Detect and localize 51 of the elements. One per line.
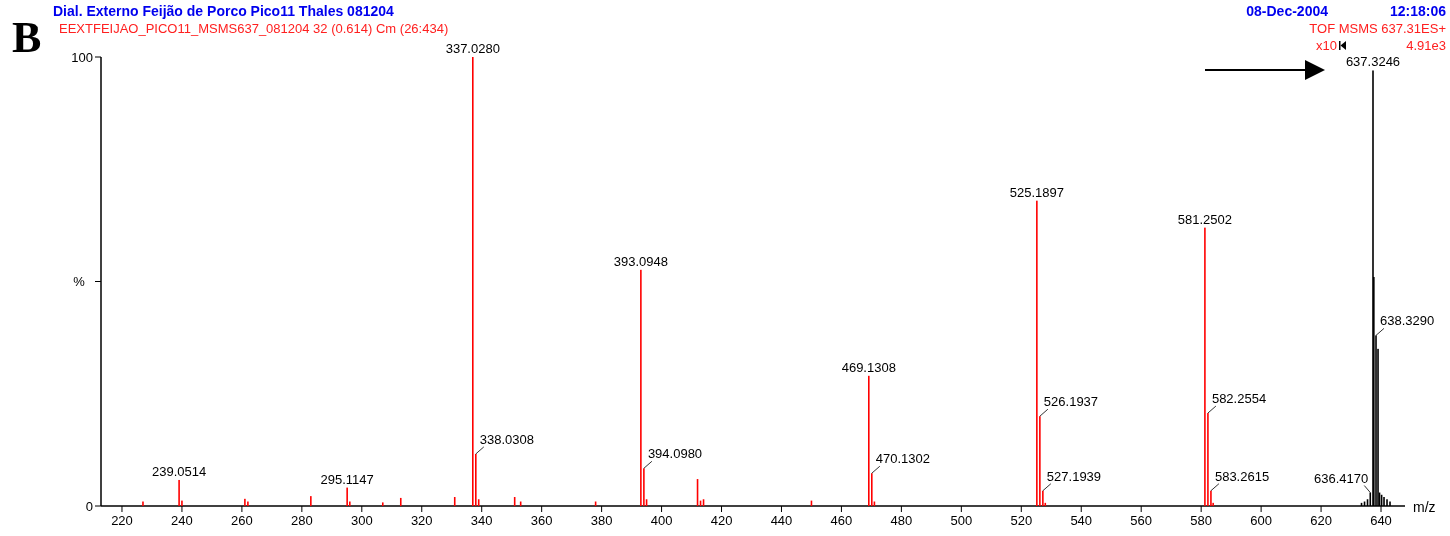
x-tick-label: 440	[770, 513, 793, 528]
x-axis-title: m/z	[1413, 499, 1436, 515]
annotation: 582.2554	[1211, 391, 1267, 407]
annotation: 470.1302	[875, 451, 931, 467]
annotation: 638.3290	[1380, 313, 1435, 329]
annotation: 394.0980	[647, 446, 703, 462]
x-tick-label: 280	[290, 513, 313, 528]
x-tick-label: 460	[830, 513, 853, 528]
x-tick-label: 540	[1070, 513, 1093, 528]
text: 4.91e3	[1406, 38, 1446, 53]
y-tick-label: 0	[85, 498, 93, 514]
chart-subtitle: EEXTFEIJAO_PICO11_MSMS637_081204 32 (0.614) Cm (26:434)	[59, 21, 449, 36]
x-tick-label: 560	[1130, 513, 1153, 528]
text: 08-Dec-2004	[1246, 3, 1329, 19]
annotation: 338.0308	[479, 431, 535, 447]
annotation: 637.3246	[1345, 54, 1401, 70]
annotation: 393.0948	[613, 253, 668, 269]
annotation: 581.2502	[1177, 211, 1233, 227]
x-tick-label: 520	[1010, 513, 1033, 528]
annotation: 239.0514	[151, 463, 207, 479]
x-tick-label: 400	[650, 513, 673, 528]
annotation: 525.1897	[1009, 184, 1064, 200]
y-axis-title: %	[73, 274, 86, 290]
annotation: 527.1939	[1046, 468, 1102, 484]
text: B	[12, 13, 42, 62]
annotation: 526.1937	[1043, 394, 1099, 410]
x-tick-label: 300	[350, 513, 373, 528]
text: x10	[1316, 38, 1337, 53]
chart-title: Dial. Externo Feijão de Porco Pico11 Thales 081204	[53, 3, 395, 19]
annotation: 636.4170	[1314, 470, 1369, 486]
x-tick-label: 380	[590, 513, 613, 528]
x-tick-label: 260	[231, 513, 253, 528]
x-tick-label: 220	[111, 513, 133, 528]
annotation: 469.1308	[841, 359, 896, 375]
x-tick-label: 340	[470, 513, 493, 528]
y-tick-label: 100	[71, 49, 93, 65]
text: 12:18:06	[1389, 3, 1447, 19]
x-tick-label: 620	[1310, 513, 1332, 528]
annotation: 295.1147	[320, 471, 374, 487]
x-tick-label: 240	[171, 513, 193, 528]
text: TOF MSMS 637.31ES+	[1309, 21, 1446, 36]
x-tick-label: 580	[1190, 513, 1213, 528]
annotation: 337.0280	[445, 41, 500, 56]
x-tick-label: 360	[530, 513, 553, 528]
x-tick-label: 480	[890, 513, 913, 528]
x-tick-label: 320	[410, 513, 433, 528]
x-tick-label: 600	[1250, 513, 1272, 528]
annotation: 583.2615	[1214, 468, 1270, 484]
x-tick-label: 640	[1370, 513, 1392, 528]
x-tick-label: 420	[710, 513, 733, 528]
x-tick-label: 500	[950, 513, 973, 528]
